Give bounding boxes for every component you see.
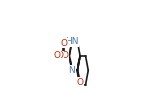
Text: O: O bbox=[76, 78, 83, 87]
Text: N: N bbox=[69, 66, 75, 75]
Text: O: O bbox=[61, 51, 68, 60]
Text: O: O bbox=[53, 51, 60, 60]
Text: O: O bbox=[56, 51, 64, 60]
Text: O: O bbox=[60, 39, 67, 48]
Text: HN: HN bbox=[65, 37, 79, 46]
